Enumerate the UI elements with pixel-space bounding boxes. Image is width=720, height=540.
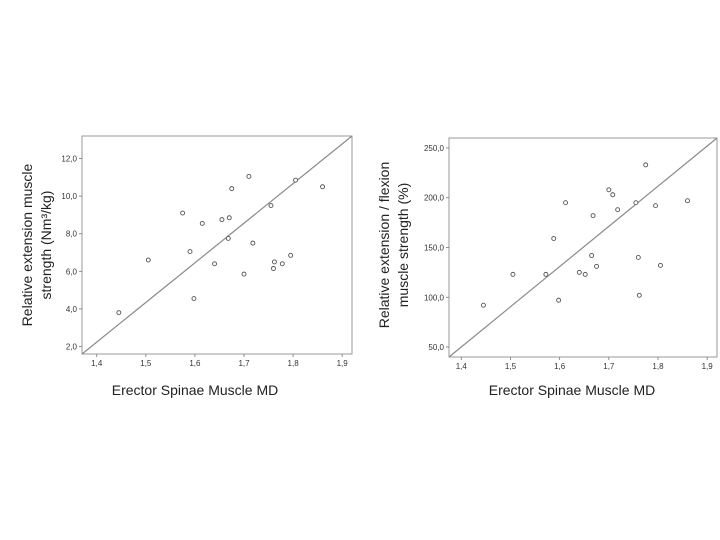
- data-point: [633, 200, 639, 206]
- data-point: [187, 249, 193, 255]
- y-tick-label: 50,0: [428, 343, 444, 352]
- data-point: [250, 240, 256, 246]
- x-tick-label: 1,8: [652, 362, 664, 371]
- data-point: [543, 271, 549, 277]
- data-point: [225, 235, 231, 241]
- x-axis-label: Erector Spinae Muscle MD: [112, 382, 279, 398]
- data-point: [563, 200, 568, 206]
- x-tick-label: 1,7: [603, 362, 615, 371]
- data-point: [576, 269, 582, 275]
- y-axis-label: strength (Nm³/kg): [38, 191, 54, 300]
- data-point: [271, 266, 276, 271]
- x-tick-label: 1,8: [288, 359, 300, 368]
- x-tick-label: 1,4: [91, 359, 103, 368]
- data-point: [199, 220, 205, 226]
- scatter-chart-right: 50,0 100,0 150,0 200,0 250,0 1,4 1,5 1,6 1,7 1,8 1…: [376, 137, 718, 398]
- data-point: [635, 255, 641, 260]
- data-point: [271, 259, 277, 265]
- y-axis-label: Relative extension / flexion: [376, 162, 392, 329]
- x-axis-label: Erector Spinae Muscle MD: [489, 382, 656, 398]
- data-point: [610, 192, 616, 198]
- data-point: [615, 207, 621, 213]
- data-point: [288, 252, 294, 258]
- data-point: [226, 215, 232, 221]
- data-point: [636, 292, 642, 298]
- data-point: [590, 213, 596, 219]
- data-point: [556, 297, 562, 303]
- y-tick-label: 250,0: [424, 144, 445, 153]
- data-point: [320, 184, 325, 190]
- y-tick-label: 10,0: [61, 192, 77, 201]
- data-point: [268, 203, 274, 208]
- x-tick-label: 1,6: [189, 359, 201, 368]
- data-point: [212, 261, 217, 267]
- x-tick-label: 1,9: [702, 362, 714, 371]
- y-tick-label: 12,0: [61, 155, 77, 164]
- data-point: [510, 271, 516, 277]
- y-tick-label: 8,0: [66, 230, 78, 239]
- data-point: [582, 271, 588, 277]
- reference-line: [448, 137, 718, 358]
- x-tick-label: 1,5: [140, 359, 152, 368]
- data-point: [241, 271, 247, 277]
- y-tick-label: 100,0: [424, 293, 445, 302]
- x-tick-label: 1,5: [505, 362, 517, 371]
- data-point: [480, 302, 486, 308]
- x-tick-label: 1,4: [456, 362, 468, 371]
- data-point: [551, 236, 557, 241]
- y-tick-label: 6,0: [66, 267, 78, 276]
- x-tick-label: 1,9: [337, 359, 349, 368]
- y-axis-label: muscle strength (%): [395, 183, 411, 307]
- data-point: [191, 296, 197, 302]
- data-point: [653, 203, 658, 209]
- data-point: [594, 263, 599, 269]
- reference-line: [81, 135, 353, 355]
- data-point: [685, 198, 690, 204]
- data-point: [180, 210, 186, 216]
- y-axis-label: Relative extension muscle: [19, 163, 35, 326]
- y-tick-label: 2,0: [66, 342, 78, 351]
- data-point: [116, 310, 122, 316]
- y-tick-label: 4,0: [66, 305, 78, 314]
- y-tick-label: 200,0: [424, 194, 445, 203]
- data-point: [279, 261, 285, 267]
- x-tick-label: 1,6: [554, 362, 566, 371]
- data-point: [589, 253, 595, 258]
- data-point: [293, 177, 298, 183]
- data-point: [643, 162, 649, 168]
- data-point: [606, 187, 612, 193]
- data-point: [145, 257, 151, 263]
- data-point: [219, 217, 225, 223]
- scatter-chart-left: 2,0 4,0 6,0 8,0 10,0 12,0 1,4 1,5 1,6 1,7 1,8 1,9 Er…: [19, 135, 353, 398]
- x-tick-label: 1,7: [238, 359, 250, 368]
- y-tick-label: 150,0: [424, 244, 445, 253]
- data-point: [229, 186, 235, 192]
- data-point: [657, 262, 663, 268]
- data-point: [246, 173, 252, 179]
